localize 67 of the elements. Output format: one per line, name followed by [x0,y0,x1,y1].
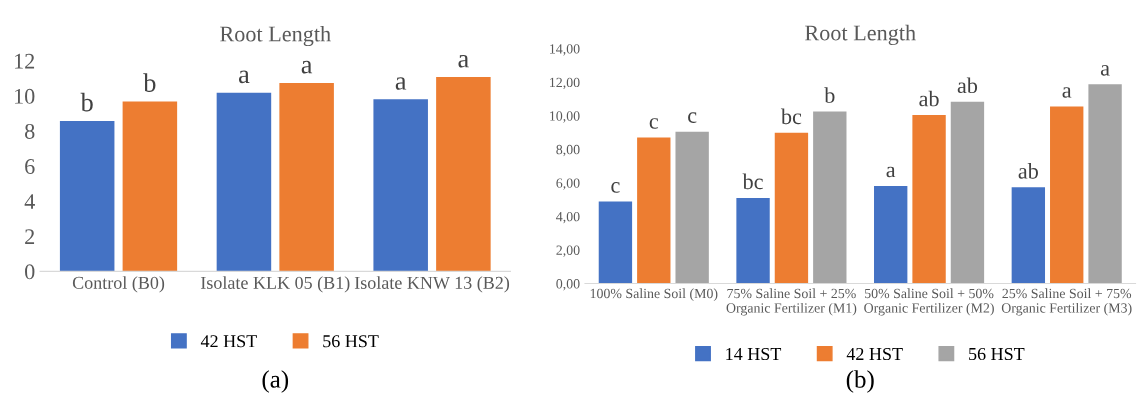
data-label: ab [919,90,939,107]
x-tick-label: 25% Saline Soil + 75% Organic Fertilizer (M3) [1001,288,1132,316]
y-tick-label: 4,00 [556,211,580,224]
data-label: ab [957,77,978,94]
y-tick-label: 2,00 [556,245,580,257]
x-tick-label: Control (B0) [72,276,165,293]
data-label: a [239,70,250,84]
data-label: b [143,73,156,92]
data-label: c [688,112,697,123]
data-label: c [611,182,620,193]
y-tick-label: 6,00 [556,178,580,190]
bar [912,115,946,284]
y-tick-label: 0 [25,264,35,280]
bar [373,99,428,272]
legend-label: 56 HST [969,347,1025,361]
y-tick-label: 12,00 [550,77,580,90]
data-label: a [395,77,407,90]
y-tick-label: 8,00 [556,144,580,157]
chart-title: Root Length [220,25,331,47]
y-tick-label: 10 [15,88,35,104]
bar [1011,187,1046,284]
legend-label: 14 HST [726,347,782,361]
bar [736,197,770,284]
y-tick-label: 6 [25,159,35,174]
bar [216,92,272,272]
data-label: a [886,166,896,178]
data-label: c [649,118,659,129]
bar [813,111,847,284]
data-label: b [824,87,835,103]
y-tick-label: 10,00 [550,111,580,123]
data-label: ab [1018,163,1038,179]
x-tick-label: 75% Saline Soil + 25% Organic Fertilizer (M1) [726,288,857,316]
data-label: a [1062,87,1072,98]
bar [1050,106,1084,284]
bar [874,186,908,284]
legend-label: 42 HST [846,347,903,361]
legend-label: 56 HST [323,335,379,348]
text: (b) [846,370,874,393]
y-tick-label: 0,00 [556,279,580,291]
data-label: a [458,54,469,68]
x-tick-label: 100% Saline Soil (M0) [590,288,718,301]
data-label: b [80,92,93,112]
bar [637,137,671,284]
bar [436,77,491,272]
bar [950,101,985,284]
legend-label: 42 HST [200,335,257,348]
text: (a) [262,370,289,393]
y-tick-label: 8 [25,123,35,139]
bar [675,131,709,284]
bar [59,120,115,272]
bar [279,83,334,272]
y-tick-label: 4 [24,194,35,209]
y-tick-label: 2 [25,229,35,244]
data-label: bc [742,173,763,190]
chart-title: Root Length [805,24,916,46]
bar [122,101,178,272]
data-label: bc [780,108,802,125]
y-tick-label: 12 [15,53,35,69]
x-tick-label: 50% Saline Soil + 50% Organic Fertilizer (M2) [864,288,994,316]
data-label: a [1100,65,1110,76]
x-tick-label: Isolate KNW 13 (B2) [354,276,510,293]
x-tick-label: Isolate KLK 05 (B1) [200,276,350,293]
bar [1088,84,1122,284]
bar [598,201,633,284]
bar [774,132,809,284]
y-tick-label: 14,00 [550,44,580,56]
data-label: a [301,60,313,74]
